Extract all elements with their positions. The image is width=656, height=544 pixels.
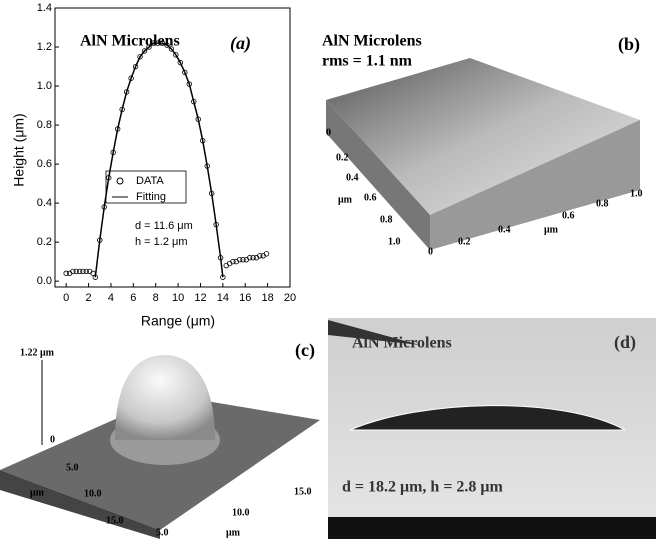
x-tick-label: 20 (284, 292, 296, 304)
panel-subtitle: rms = 1.1 nm (322, 53, 413, 70)
x-tick-label: 2 (86, 292, 92, 304)
axis-label: 10.0 (232, 507, 250, 518)
panel-a: AlN Microlens (a) Range (μm) Height (μm)… (11, 2, 296, 329)
axis-label: 10.0 (84, 488, 102, 499)
page: AlN Microlens rms = 1.1 nm (b) (c) AlN M… (0, 0, 656, 544)
axis-label: 5.0 (156, 527, 169, 538)
axis-label: 0 (428, 246, 433, 257)
axis-label: μm (338, 194, 353, 205)
axis-label: 15.0 (294, 486, 312, 497)
panel-title: AlN Microlens (352, 335, 452, 352)
panel-d: AlN Microlens (d) d = 18.2 μm, h = 2.8 μ… (328, 318, 656, 539)
info-bar (328, 517, 656, 539)
axis-label: 0.6 (364, 192, 377, 203)
legend-label: DATA (136, 175, 164, 187)
axis-label: 0 (50, 434, 55, 445)
annotation: h = 1.2 μm (135, 236, 188, 248)
x-tick-label: 0 (63, 292, 69, 304)
axis-label: 0.2 (336, 152, 349, 163)
y-axis-label: Height (μm) (11, 113, 27, 186)
y-tick-label: 0.2 (37, 236, 52, 248)
caption: d = 18.2 μm, h = 2.8 μm (342, 479, 504, 496)
x-tick-label: 6 (130, 292, 136, 304)
panel-label: (a) (230, 33, 251, 54)
panel-c: (c) (0, 340, 320, 539)
x-tick-label: 12 (194, 292, 206, 304)
dome (115, 355, 215, 440)
axis-label: μm (30, 487, 45, 498)
x-tick-label: 16 (239, 292, 251, 304)
axis-label: μm (226, 527, 241, 538)
x-tick-label: 10 (172, 292, 184, 304)
panel-label: (c) (295, 340, 315, 361)
panel-b: AlN Microlens rms = 1.1 nm (b) (322, 33, 640, 250)
figure: AlN Microlens rms = 1.1 nm (b) (c) AlN M… (0, 0, 656, 539)
panel-title: AlN Microlens (322, 33, 422, 50)
axis-label: 15.0 (106, 515, 124, 526)
x-axis-label: Range (μm) (141, 313, 215, 329)
x-tick-label: 8 (153, 292, 159, 304)
y-tick-label: 1.4 (37, 2, 52, 14)
axis-label: 5.0 (66, 462, 79, 473)
x-tick-label: 18 (261, 292, 273, 304)
axis-label: 0.4 (498, 224, 511, 235)
axis-label: 0.8 (380, 214, 393, 225)
x-tick-label: 4 (108, 292, 114, 304)
panel-label: (b) (618, 34, 640, 55)
axis-label: 1.0 (388, 236, 401, 247)
y-tick-label: 1.2 (37, 41, 52, 53)
legend-label: Fitting (136, 191, 166, 203)
axis-label: 0.6 (562, 210, 575, 221)
axis-label: μm (544, 224, 559, 235)
axis-label: 0.2 (458, 236, 471, 247)
axis-label: 1.22 μm (20, 347, 55, 358)
axis-label: 1.0 (630, 188, 643, 199)
axis-label: 0.4 (346, 172, 359, 183)
annotation: d = 11.6 μm (135, 220, 193, 232)
chart-title: AlN Microlens (80, 33, 180, 50)
axis-label: 0.8 (596, 198, 609, 209)
y-tick-label: 0.0 (37, 275, 52, 287)
legend-swatch (117, 178, 123, 184)
y-tick-label: 1.0 (37, 80, 52, 92)
panel-label: (d) (614, 332, 636, 353)
y-tick-label: 0.4 (37, 197, 52, 209)
y-tick-label: 0.6 (37, 158, 52, 170)
axis-label: 0 (326, 127, 331, 138)
y-tick-label: 0.8 (37, 119, 52, 131)
x-tick-label: 14 (217, 292, 229, 304)
